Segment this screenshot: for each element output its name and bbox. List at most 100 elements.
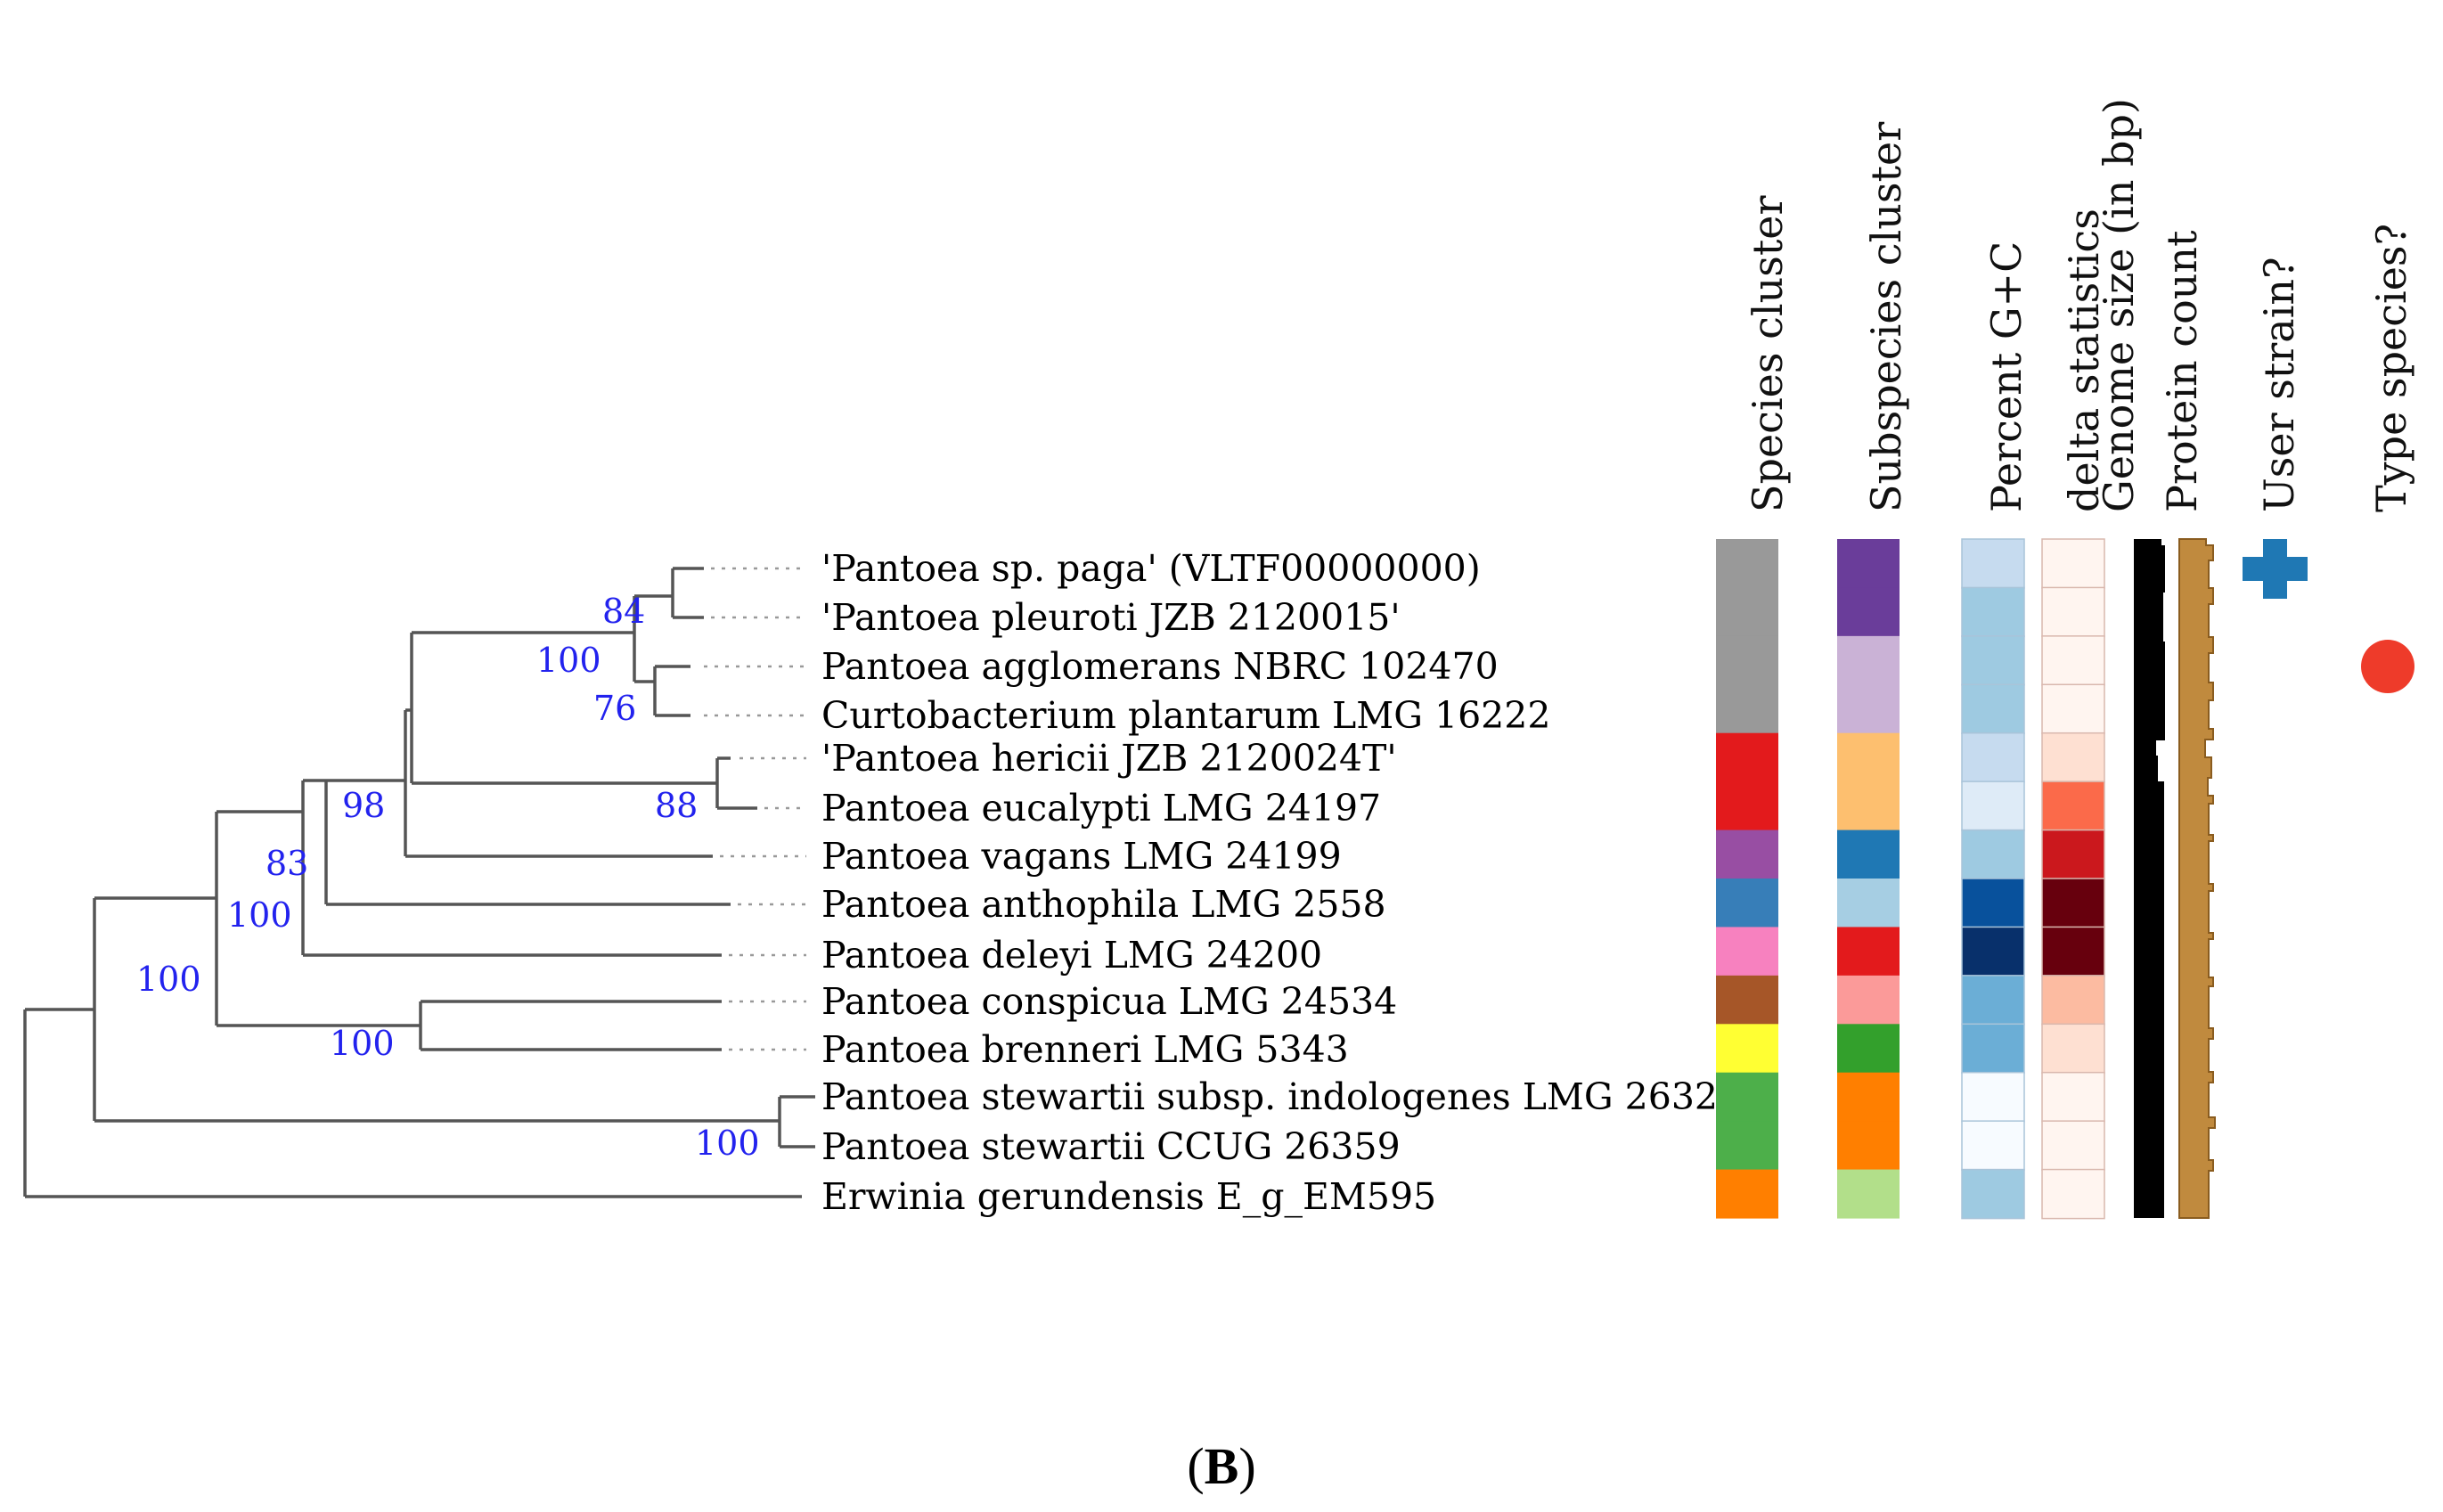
species-cluster-colors-cell [1716,1169,1778,1219]
track-percent-gc [1961,538,2025,1220]
percent-gc-colors-cell [1961,829,2025,880]
subspecies-cluster-colors-cell [1837,879,1900,928]
delta-statistics-colors-cell [2041,683,2105,735]
bootstrap-label: 88 [655,786,698,825]
type-species-dot-icon [2361,640,2414,693]
track-delta-statistics [2041,538,2105,1220]
header-subspecies-cluster: Subspecies cluster [1862,122,1910,512]
bootstrap-label: 100 [536,641,601,680]
percent-gc-colors-cell [1961,878,2025,928]
percent-gc-colors-cell [1961,1168,2025,1220]
bootstrap-label: 100 [330,1024,395,1063]
delta-statistics-colors-cell [2041,1168,2105,1220]
delta-statistics-colors-cell [2041,829,2105,880]
delta-statistics-colors-cell [2041,781,2105,831]
track-subspecies-cluster [1837,539,1900,1219]
taxon-label: Curtobacterium plantarum LMG 16222 [821,694,1550,737]
header-delta-statistics: delta statistics [2060,208,2108,512]
subspecies-cluster-colors-cell [1837,1024,1900,1074]
delta-statistics-colors-cell [2041,538,2105,589]
species-cluster-colors-cell [1716,781,1778,831]
header-user-strain: User strain? [2255,257,2303,512]
delta-statistics-colors-cell [2041,635,2105,686]
taxon-label: Pantoea stewartii subsp. indologenes LMG… [821,1075,1718,1118]
percent-gc-colors-cell [1961,975,2025,1026]
bootstrap-label: 83 [266,844,308,883]
subspecies-cluster-colors-cell [1837,975,1900,1025]
taxon-label: Erwinia gerundensis E_g_EM595 [821,1175,1436,1218]
delta-statistics-colors-cell [2041,1071,2105,1123]
subspecies-cluster-colors-cell [1837,1169,1900,1219]
species-cluster-colors-cell [1716,927,1778,977]
header-protein-count: Protein count [2158,230,2206,512]
column-headers: Species cluster Subspecies cluster Perce… [1744,98,2415,512]
taxon-label: Pantoea deleyi LMG 24200 [821,934,1322,977]
subspecies-cluster-colors-cell [1837,1072,1900,1122]
taxon-label: Pantoea agglomerans NBRC 102470 [821,645,1499,688]
taxon-label: 'Pantoea pleuroti JZB 2120015' [821,596,1401,639]
percent-gc-colors-cell [1961,538,2025,589]
species-cluster-colors-cell [1716,879,1778,928]
panel-label-open: ( [1187,1437,1204,1495]
subspecies-cluster-colors-cell [1837,684,1900,734]
taxon-label: 'Pantoea sp. paga' (VLTF00000000) [821,547,1481,590]
subspecies-cluster-colors-cell [1837,587,1900,637]
species-cluster-colors-cell [1716,975,1778,1025]
delta-statistics-colors-cell [2041,1023,2105,1075]
percent-gc-colors-cell [1961,1023,2025,1075]
subspecies-cluster-colors-cell [1837,732,1900,782]
delta-statistics-colors-cell [2041,586,2105,638]
delta-statistics-colors-cell [2041,1120,2105,1171]
bootstrap-label: 84 [602,592,645,631]
taxon-label: Pantoea stewartii CCUG 26359 [821,1125,1401,1168]
panel-label: (B) [1187,1437,1255,1495]
track-species-cluster [1716,539,1778,1219]
species-cluster-colors-cell [1716,684,1778,734]
species-cluster-colors-cell [1716,635,1778,685]
delta-statistics-colors-cell [2041,878,2105,928]
species-cluster-colors-cell [1716,732,1778,782]
taxon-label: 'Pantoea hericii JZB 2120024T' [821,737,1397,780]
percent-gc-colors-cell [1961,1071,2025,1123]
protein-count-bars [2178,538,2216,1219]
subspecies-cluster-colors-cell [1837,635,1900,685]
percent-gc-colors-cell [1961,586,2025,638]
track-protein-count [2178,538,2216,1219]
delta-statistics-colors-cell [2041,975,2105,1026]
header-genome-size: Genome size (in bp) [2095,98,2143,512]
percent-gc-colors-cell [1961,1120,2025,1171]
percent-gc-colors-cell [1961,781,2025,831]
delta-statistics-colors-cell [2041,926,2105,977]
delta-statistics-colors-cell [2041,731,2105,783]
user-strain-plus-icon [2243,539,2308,599]
percent-gc-colors-cell [1961,731,2025,783]
species-cluster-colors-cell [1716,1121,1778,1171]
taxon-label: Pantoea anthophila LMG 2558 [821,883,1386,926]
subspecies-cluster-colors-cell [1837,1121,1900,1171]
bootstrap-label: 98 [342,786,385,825]
taxon-label: Pantoea conspicua LMG 24534 [821,980,1397,1023]
percent-gc-colors-cell [1961,635,2025,686]
subspecies-cluster-colors-cell [1837,781,1900,831]
panel-label-close: ) [1238,1437,1255,1495]
bootstrap-label: 100 [695,1124,760,1163]
header-percent-gc: Percent G+C [1982,241,2030,512]
header-species-cluster: Species cluster [1744,195,1792,512]
species-cluster-colors-cell [1716,587,1778,637]
species-cluster-colors-cell [1716,1024,1778,1074]
taxon-label: Pantoea eucalypti LMG 24197 [821,787,1381,830]
bootstrap-label: 100 [136,960,201,999]
track-genome-size [2134,539,2165,1218]
species-cluster-colors-cell [1716,1072,1778,1122]
subspecies-cluster-colors-cell [1837,539,1900,589]
genome-size-bars [2134,539,2165,1218]
bootstrap-values: 84 100 76 88 98 83 100 100 100 100 [136,592,760,1163]
leader-lines [704,567,806,1051]
taxon-label: Pantoea vagans LMG 24199 [821,835,1342,878]
tree-branches [23,567,815,1198]
header-type-species: Type species? [2367,224,2415,512]
bootstrap-label: 100 [227,895,292,935]
species-cluster-colors-cell [1716,539,1778,589]
percent-gc-colors-cell [1961,683,2025,735]
